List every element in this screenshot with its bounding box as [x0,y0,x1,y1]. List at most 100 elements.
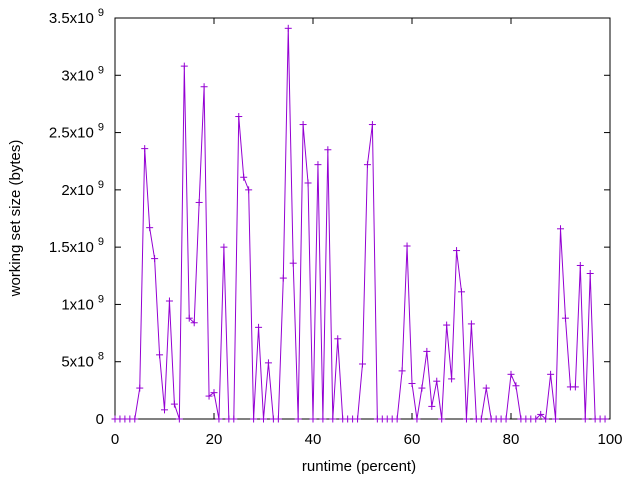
data-point-marker [443,321,451,329]
data-point-marker [368,121,376,129]
data-point-marker [552,415,560,423]
x-tick-label: 20 [206,431,223,448]
data-point-marker [235,113,243,121]
data-point-marker [453,247,461,255]
y-tick-label: 3.5x10 9 [49,7,104,27]
y-tick-label-base: 5x10 [61,354,94,371]
series-line [115,28,606,421]
data-point-marker [571,383,579,391]
y-tick-label-base: 3x10 [61,67,94,84]
data-point-marker [507,370,515,378]
data-point-marker [284,24,292,32]
data-point-marker [354,415,362,423]
data-point-marker [294,415,302,423]
data-point-marker [314,161,322,169]
y-tick-label-base: 3.5x10 [49,10,94,27]
data-point-marker [274,415,282,423]
y-tick-label-exponent: 9 [98,293,104,305]
data-point-marker [220,243,228,251]
x-tick-label: 80 [503,431,520,448]
x-tick-label: 60 [404,431,421,448]
data-point-marker [136,384,144,392]
data-point-marker [433,377,441,385]
data-point-marker [334,335,342,343]
data-point-marker [512,382,520,390]
data-point-marker [319,415,327,423]
data-point-marker [215,415,223,423]
data-point-marker [165,297,173,305]
data-point-marker [581,415,589,423]
data-point-marker [170,400,178,408]
y-tick-label-base: 2.5x10 [49,125,94,142]
data-point-marker [359,360,366,368]
data-point-marker [240,173,248,181]
data-point-marker [393,415,401,423]
y-tick-label-exponent: 9 [98,64,104,76]
data-point-marker [542,415,550,423]
x-tick-label: 40 [305,431,322,448]
data-point-marker [210,389,218,397]
y-axis-title: working set size (bytes) [7,140,24,298]
data-point-marker [190,319,198,327]
data-point-marker [141,145,149,153]
data-point-marker [482,384,490,392]
x-axis-ticks: 0 20 40 60 80 100 [111,18,623,448]
data-point-marker [398,367,406,375]
data-point-marker [438,415,446,423]
data-point-marker [477,415,485,423]
data-point-marker [408,379,416,387]
data-point-marker [448,375,456,383]
y-tick-label-base: 2x10 [61,182,94,199]
data-point-marker [309,415,317,423]
data-point-marker [255,323,263,331]
data-point-marker [537,410,545,418]
data-point-marker [299,121,307,129]
y-tick-label: 2.5x10 9 [49,122,104,142]
data-point-marker [576,261,584,269]
data-point-marker [205,392,213,400]
y-tick-label-base: 0 [96,411,104,428]
data-point-marker [304,179,312,187]
data-point-marker [200,83,208,91]
data-point-marker [175,415,183,423]
data-point-marker [324,146,332,154]
data-point-marker [156,351,164,359]
y-tick-label: 5x10 8 [61,351,104,371]
y-tick-label-exponent: 9 [98,122,104,134]
x-axis-title: runtime (percent) [302,458,416,475]
data-point-marker [161,406,168,414]
plot-frame [114,17,611,420]
y-tick-label: 1.5x10 9 [49,236,104,256]
data-point-marker [329,415,337,423]
data-point-marker [279,274,287,282]
data-point-marker [151,255,159,263]
y-tick-label-exponent: 9 [98,236,104,248]
data-point-marker [146,224,154,232]
data-point-marker [547,370,555,378]
data-point-marker [185,314,193,322]
data-point-marker [502,415,510,423]
x-tick-label: 0 [111,431,119,448]
data-point-marker [260,415,267,423]
data-point-marker [458,288,465,296]
data-point-marker [586,269,594,277]
data-point-marker [413,415,421,423]
x-tick-label: 100 [597,431,622,448]
data-point-marker [557,225,564,233]
data-point-marker [601,415,609,423]
y-tick-label-exponent: 9 [98,7,104,19]
data-point-marker [363,161,371,169]
data-point-marker [195,198,203,206]
y-tick-label: 1x10 9 [61,293,104,313]
y-tick-label: 0 [96,411,104,428]
y-tick-label: 2x10 9 [61,179,104,199]
y-tick-label-exponent: 8 [98,351,104,363]
data-point-marker [264,359,272,367]
data-point-marker [467,320,475,328]
data-point-marker [428,402,436,410]
data-point-marker [423,347,431,355]
y-tick-label-base: 1.5x10 [49,239,94,256]
y-tick-label: 3x10 9 [61,64,104,84]
data-point-marker [418,384,426,392]
data-point-marker [403,242,411,250]
